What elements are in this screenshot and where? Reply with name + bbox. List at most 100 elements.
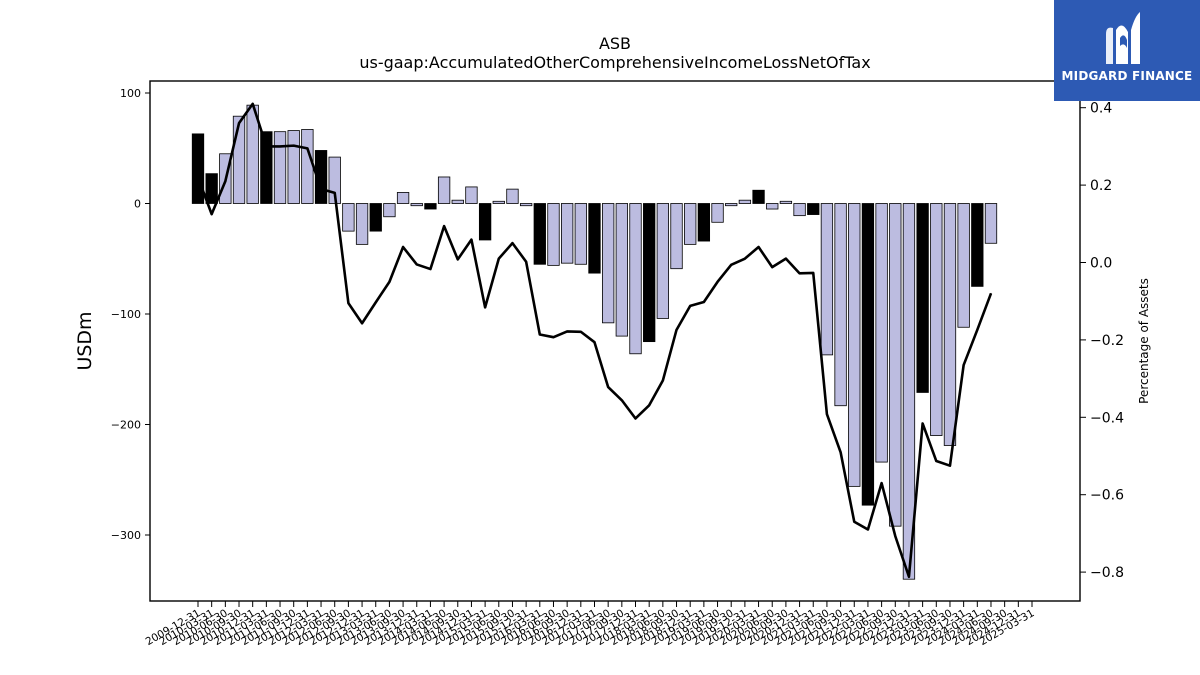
line-point xyxy=(566,330,568,332)
bar xyxy=(191,133,205,204)
chart-title: ASB xyxy=(599,34,631,53)
midgard-finance-logo-icon xyxy=(1106,12,1140,65)
line-point xyxy=(429,268,432,270)
bar xyxy=(930,203,943,436)
line-point xyxy=(580,331,582,333)
line-point xyxy=(949,465,951,467)
chart-title-group: ASB us-gaap:AccumulatedOtherComprehensiv… xyxy=(359,34,870,72)
line-point xyxy=(375,301,377,303)
line-point xyxy=(607,386,609,388)
chart-subtitle: us-gaap:AccumulatedOtherComprehensiveInc… xyxy=(359,53,870,72)
line-point xyxy=(443,225,445,227)
y2-tick-label: 0.2 xyxy=(1090,178,1112,194)
bar xyxy=(533,203,546,265)
line-point xyxy=(279,145,281,147)
line-point xyxy=(867,528,869,531)
line-point xyxy=(744,258,746,260)
x-axis: 2009-12-312010-03-312010-06-302010-09-30… xyxy=(144,601,1037,648)
bar xyxy=(697,203,711,242)
line-point xyxy=(976,329,978,331)
y2-tick-label: −0.8 xyxy=(1090,565,1124,581)
line-point xyxy=(881,482,883,484)
bar xyxy=(793,203,806,217)
y2-axis: 0.4 0.2 0.0 −0.2 −0.4 −0.6 −0.8 xyxy=(1080,101,1124,581)
bar xyxy=(971,203,984,287)
y2-tick-label: −0.6 xyxy=(1090,488,1124,504)
line-point xyxy=(812,272,814,274)
bar xyxy=(342,203,355,232)
bar xyxy=(615,203,628,337)
line-point xyxy=(757,246,760,248)
bar xyxy=(396,192,410,204)
line-point xyxy=(963,364,965,366)
y2-tick-label: 0.4 xyxy=(1090,101,1112,117)
bar xyxy=(383,203,396,218)
y-tick-label: −100 xyxy=(111,308,141,321)
y-axis-label: USDm xyxy=(74,311,96,370)
bar xyxy=(260,131,273,204)
bar xyxy=(643,203,656,343)
line-point xyxy=(539,333,541,336)
bar xyxy=(943,203,957,446)
line-point xyxy=(922,422,924,425)
bar xyxy=(492,200,505,204)
line-point xyxy=(716,281,719,283)
line-point xyxy=(347,302,349,304)
bar xyxy=(574,203,587,265)
y-tick-label: 100 xyxy=(120,87,141,100)
bar xyxy=(410,203,423,207)
bar xyxy=(478,203,492,241)
bar xyxy=(328,156,341,204)
bar xyxy=(779,200,793,204)
bar xyxy=(205,173,218,204)
line-series xyxy=(196,102,993,579)
bar xyxy=(766,203,779,210)
line-point xyxy=(785,258,787,260)
bar xyxy=(355,203,369,245)
bar xyxy=(437,176,451,204)
line-point xyxy=(252,103,254,105)
line-point xyxy=(662,379,664,382)
bar xyxy=(656,203,669,319)
line-point xyxy=(306,147,308,149)
line-point xyxy=(498,258,500,260)
bar xyxy=(752,189,765,204)
bar xyxy=(848,203,861,487)
line-point xyxy=(525,261,527,263)
line-point xyxy=(484,306,486,308)
bar xyxy=(670,203,683,270)
line-point xyxy=(320,188,322,190)
bar xyxy=(519,203,533,207)
bar xyxy=(301,129,314,204)
line-point xyxy=(621,399,623,401)
y2-tick-label: 0.0 xyxy=(1090,256,1112,272)
line-point xyxy=(334,192,336,194)
line-point xyxy=(675,329,678,331)
bar-series xyxy=(191,104,998,580)
y-tick-label: 0 xyxy=(134,198,141,211)
bar xyxy=(465,186,478,204)
bar xyxy=(684,203,697,245)
line-point xyxy=(265,145,267,147)
bar xyxy=(711,203,724,223)
bar xyxy=(506,188,519,204)
line-point xyxy=(908,576,910,578)
y-tick-label: −200 xyxy=(111,419,141,432)
bar xyxy=(725,203,738,207)
line-point xyxy=(648,404,650,406)
line-point xyxy=(388,281,391,283)
bar xyxy=(916,203,929,393)
bar xyxy=(547,203,560,266)
bar xyxy=(588,203,601,274)
bar xyxy=(820,203,834,356)
y-axis: 100 0 −100 −200 −300 xyxy=(111,87,150,542)
line-point xyxy=(730,264,732,266)
bar xyxy=(629,203,642,355)
y2-tick-label: −0.2 xyxy=(1090,333,1124,349)
y-tick-label: −300 xyxy=(111,529,141,542)
y2-tick-label: −0.4 xyxy=(1090,410,1124,426)
line-point xyxy=(839,451,842,453)
bar xyxy=(273,131,287,204)
line-point xyxy=(457,258,459,260)
